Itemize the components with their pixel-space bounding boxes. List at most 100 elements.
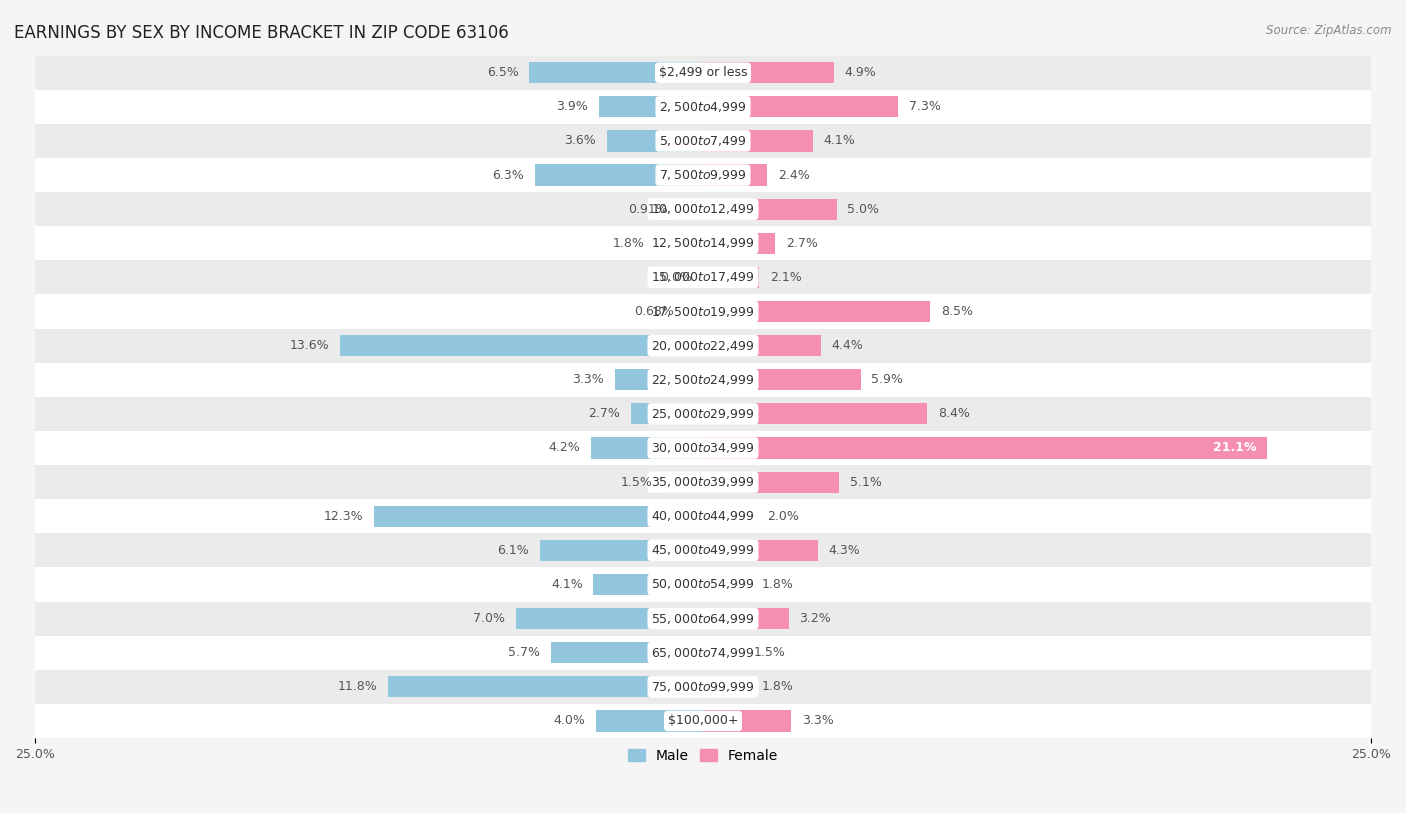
Text: 0.91%: 0.91% <box>628 202 668 215</box>
Text: $12,500 to $14,999: $12,500 to $14,999 <box>651 237 755 250</box>
Text: 21.1%: 21.1% <box>1212 441 1256 454</box>
Bar <box>35 431 1371 465</box>
Text: $2,499 or less: $2,499 or less <box>659 66 747 79</box>
Bar <box>35 124 1371 158</box>
Text: 4.1%: 4.1% <box>824 134 855 147</box>
Text: $15,000 to $17,499: $15,000 to $17,499 <box>651 271 755 285</box>
Text: $50,000 to $54,999: $50,000 to $54,999 <box>651 577 755 592</box>
Bar <box>703 608 789 629</box>
Text: 7.0%: 7.0% <box>474 612 505 625</box>
Bar <box>703 472 839 493</box>
Bar <box>599 96 703 117</box>
Text: 1.8%: 1.8% <box>613 237 644 250</box>
Text: $2,500 to $4,999: $2,500 to $4,999 <box>659 100 747 114</box>
Text: 2.4%: 2.4% <box>778 168 810 181</box>
Bar <box>35 192 1371 226</box>
Bar <box>35 226 1371 260</box>
Text: 2.0%: 2.0% <box>768 510 799 523</box>
Bar <box>35 158 1371 192</box>
Text: 7.3%: 7.3% <box>908 100 941 113</box>
Text: $20,000 to $22,499: $20,000 to $22,499 <box>651 339 755 353</box>
Bar <box>35 89 1371 124</box>
Bar <box>614 369 703 390</box>
Bar <box>35 294 1371 328</box>
Bar <box>703 437 1267 459</box>
Text: $55,000 to $64,999: $55,000 to $64,999 <box>651 611 755 625</box>
Bar <box>703 506 756 527</box>
Text: $25,000 to $29,999: $25,000 to $29,999 <box>651 406 755 421</box>
Text: 0.0%: 0.0% <box>661 271 692 284</box>
Text: $100,000+: $100,000+ <box>668 715 738 728</box>
Text: 2.1%: 2.1% <box>770 271 801 284</box>
Bar <box>374 506 703 527</box>
Text: 8.4%: 8.4% <box>938 407 970 420</box>
Bar <box>703 164 768 185</box>
Text: 3.3%: 3.3% <box>572 373 605 386</box>
Bar <box>703 233 775 254</box>
Bar <box>35 499 1371 533</box>
Bar <box>703 198 837 220</box>
Bar <box>685 301 703 322</box>
Bar <box>703 676 751 698</box>
Text: 2.7%: 2.7% <box>588 407 620 420</box>
Bar <box>35 567 1371 602</box>
Bar <box>703 574 751 595</box>
Bar <box>35 704 1371 738</box>
Bar <box>703 369 860 390</box>
Bar <box>35 533 1371 567</box>
Text: $30,000 to $34,999: $30,000 to $34,999 <box>651 441 755 455</box>
Bar <box>596 711 703 732</box>
Text: $45,000 to $49,999: $45,000 to $49,999 <box>651 543 755 558</box>
Text: 3.3%: 3.3% <box>801 715 834 728</box>
Text: 1.5%: 1.5% <box>620 476 652 489</box>
Bar <box>703 335 821 356</box>
Bar <box>340 335 703 356</box>
Bar <box>703 267 759 288</box>
Text: 13.6%: 13.6% <box>290 339 329 352</box>
Bar <box>35 260 1371 294</box>
Text: 11.8%: 11.8% <box>337 680 377 693</box>
Bar <box>35 670 1371 704</box>
Bar <box>35 55 1371 89</box>
Bar <box>703 96 898 117</box>
Text: $35,000 to $39,999: $35,000 to $39,999 <box>651 475 755 489</box>
Text: 6.3%: 6.3% <box>492 168 524 181</box>
Bar <box>35 636 1371 670</box>
Bar <box>540 540 703 561</box>
Text: 8.5%: 8.5% <box>941 305 973 318</box>
Bar <box>35 602 1371 636</box>
Bar <box>703 642 744 663</box>
Text: $75,000 to $99,999: $75,000 to $99,999 <box>651 680 755 693</box>
Bar <box>35 363 1371 397</box>
Text: 4.4%: 4.4% <box>831 339 863 352</box>
Text: $22,500 to $24,999: $22,500 to $24,999 <box>651 373 755 387</box>
Bar <box>662 472 703 493</box>
Bar <box>35 328 1371 363</box>
Bar <box>607 130 703 151</box>
Bar <box>703 711 792 732</box>
Bar <box>591 437 703 459</box>
Text: Source: ZipAtlas.com: Source: ZipAtlas.com <box>1267 24 1392 37</box>
Bar <box>703 540 818 561</box>
Bar <box>703 62 834 83</box>
Text: 5.1%: 5.1% <box>851 476 882 489</box>
Bar <box>703 301 931 322</box>
Bar <box>35 465 1371 499</box>
Bar <box>593 574 703 595</box>
Text: 3.2%: 3.2% <box>799 612 831 625</box>
Text: $10,000 to $12,499: $10,000 to $12,499 <box>651 202 755 216</box>
Text: 1.8%: 1.8% <box>762 578 793 591</box>
Text: $5,000 to $7,499: $5,000 to $7,499 <box>659 134 747 148</box>
Text: 4.2%: 4.2% <box>548 441 581 454</box>
Text: $17,500 to $19,999: $17,500 to $19,999 <box>651 305 755 319</box>
Bar <box>655 233 703 254</box>
Text: 4.0%: 4.0% <box>554 715 585 728</box>
Bar <box>551 642 703 663</box>
Text: $65,000 to $74,999: $65,000 to $74,999 <box>651 646 755 659</box>
Text: 0.68%: 0.68% <box>634 305 673 318</box>
Bar <box>679 198 703 220</box>
Text: 2.7%: 2.7% <box>786 237 818 250</box>
Text: EARNINGS BY SEX BY INCOME BRACKET IN ZIP CODE 63106: EARNINGS BY SEX BY INCOME BRACKET IN ZIP… <box>14 24 509 42</box>
Text: 5.7%: 5.7% <box>508 646 540 659</box>
Text: 5.0%: 5.0% <box>848 202 879 215</box>
